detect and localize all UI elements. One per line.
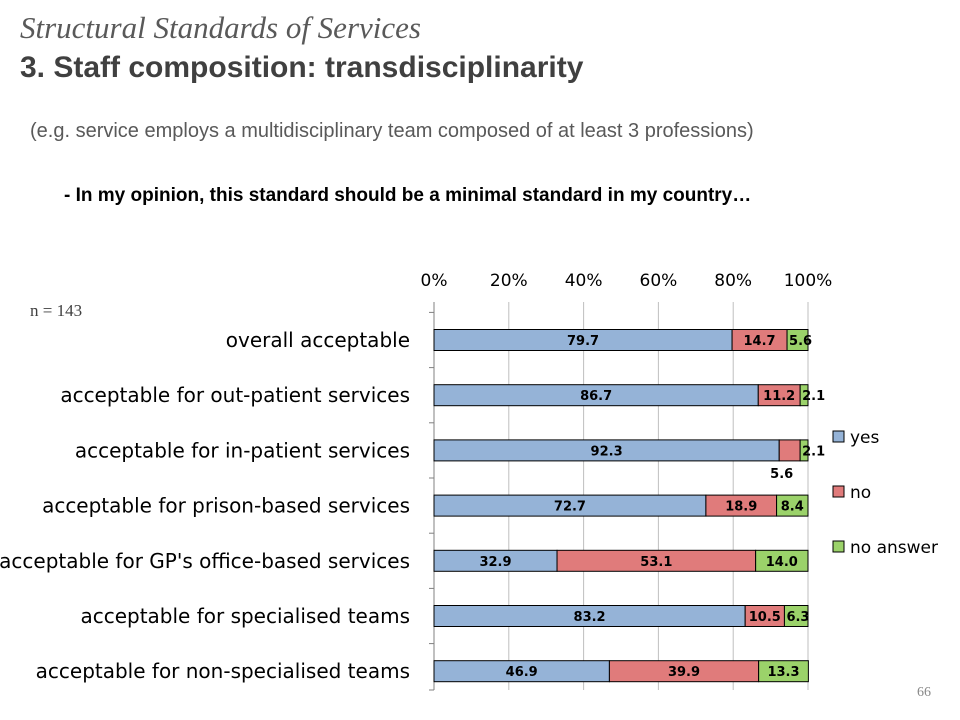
category-label: overall acceptable <box>226 328 410 352</box>
data-label: 92.3 <box>591 444 623 459</box>
category-label: acceptable for GP's office-based service… <box>0 549 410 573</box>
data-label: 14.0 <box>766 555 798 570</box>
data-label: 72.7 <box>554 500 586 515</box>
category-label: acceptable for prison-based services <box>42 494 410 518</box>
x-tick-label: 100% <box>784 271 833 291</box>
slide-title: Structural Standards of Services <box>20 10 421 45</box>
legend-label: no <box>850 483 871 503</box>
legend-swatch-no <box>832 485 845 498</box>
data-label: 18.9 <box>725 500 757 515</box>
x-tick-label: 60% <box>640 271 678 291</box>
x-tick-label: 20% <box>490 271 528 291</box>
bar-segment-no-answer <box>758 660 809 683</box>
data-label: 10.5 <box>749 610 781 625</box>
slide-subtitle: 3. Staff composition: transdisciplinarit… <box>20 51 584 84</box>
legend-label: no answer <box>850 538 938 558</box>
category-label: acceptable for non-specialised teams <box>36 659 410 683</box>
bar-segment-no-answer <box>776 494 809 517</box>
data-label: 86.7 <box>580 389 612 404</box>
bar-segment-no-answer <box>786 329 809 351</box>
data-label: 2.1 <box>802 389 825 404</box>
data-label: 32.9 <box>479 555 511 570</box>
category-label: acceptable for out-patient services <box>60 383 410 407</box>
bar-segment-no-answer <box>755 549 809 572</box>
data-label: 79.7 <box>567 334 599 349</box>
bar-segment-no-answer <box>799 384 809 407</box>
category-label: acceptable for specialised teams <box>80 604 410 628</box>
data-label: 39.9 <box>668 665 700 680</box>
category-label: acceptable for in-patient services <box>75 438 410 462</box>
data-label: 2.1 <box>802 444 825 459</box>
x-tick-label: 80% <box>714 271 752 291</box>
x-tick-label: 40% <box>565 271 603 291</box>
bar-segment-no-answer <box>799 439 809 462</box>
data-label: 11.2 <box>763 389 795 404</box>
data-label: 5.6 <box>789 334 812 349</box>
sample-size-label: n = 143 <box>30 301 83 320</box>
standard-example: (e.g. service employs a multidisciplinar… <box>30 120 754 142</box>
data-label: 6.3 <box>786 610 809 625</box>
legend-label: yes <box>850 428 880 448</box>
legend-swatch-no-answer <box>832 540 845 553</box>
data-label: 5.6 <box>770 467 793 482</box>
survey-statement: - In my opinion, this standard should be… <box>64 185 752 206</box>
data-label: 13.3 <box>767 665 799 680</box>
data-label: 53.1 <box>640 555 672 570</box>
x-tick-label: 0% <box>421 271 448 291</box>
legend-swatch-yes <box>832 430 845 443</box>
data-label: 83.2 <box>574 610 606 625</box>
data-label: 8.4 <box>781 500 804 515</box>
data-label: 14.7 <box>744 334 776 349</box>
data-label: 46.9 <box>506 665 538 680</box>
bar-segment-no-answer <box>783 605 809 627</box>
page-number: 66 <box>917 685 931 700</box>
bar-segment-no <box>778 439 801 462</box>
